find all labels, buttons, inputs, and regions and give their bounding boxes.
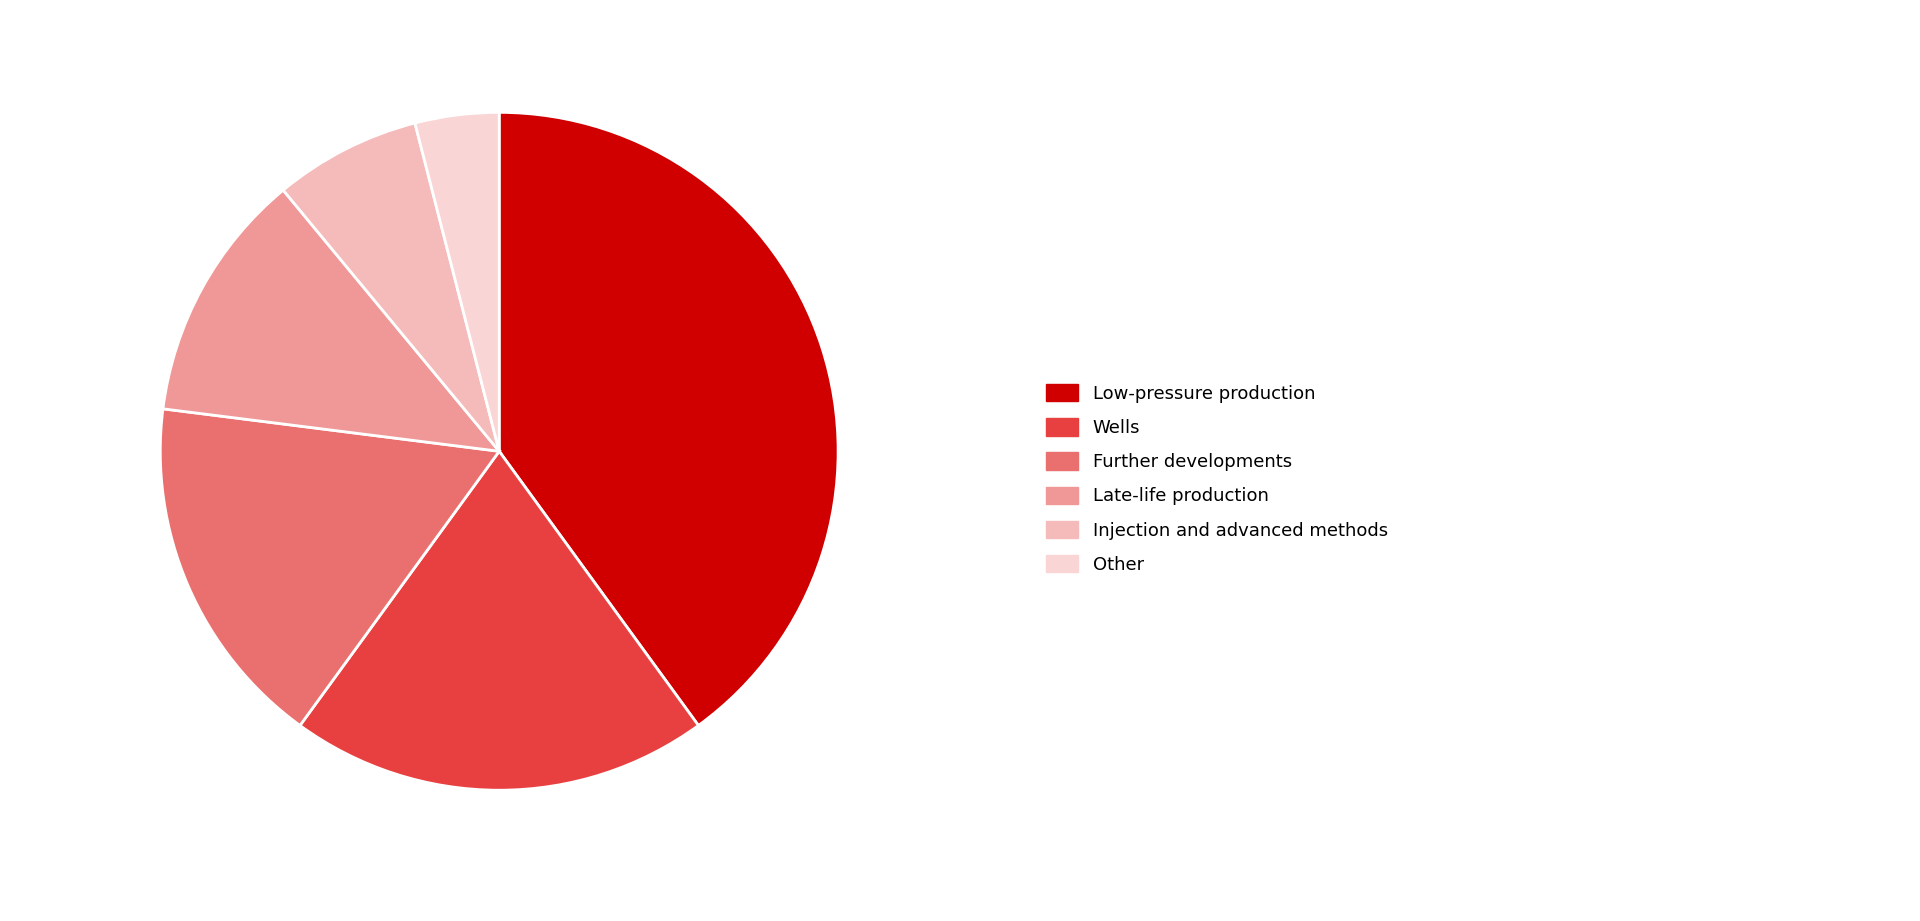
Wedge shape [300,451,699,790]
Wedge shape [159,409,499,726]
Wedge shape [163,190,499,451]
Wedge shape [499,112,839,726]
Wedge shape [415,112,499,451]
Legend: Low-pressure production, Wells, Further developments, Late-life production, Inje: Low-pressure production, Wells, Further … [1046,384,1388,574]
Wedge shape [282,123,499,451]
